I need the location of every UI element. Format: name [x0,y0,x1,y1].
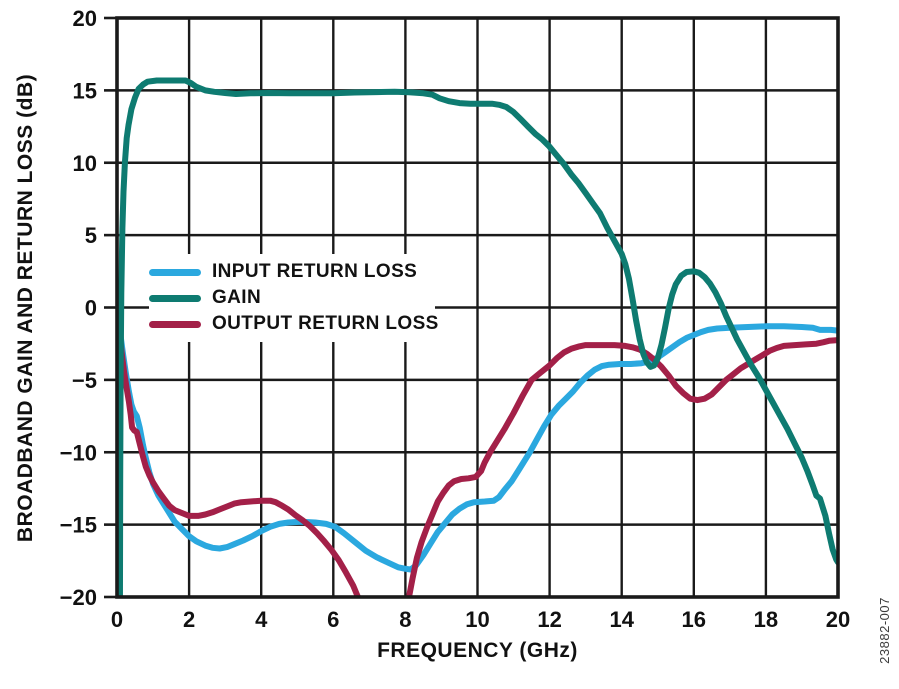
series-input-return-loss [117,304,838,573]
legend-item-input-return-loss: INPUT RETURN LOSS [149,261,435,283]
y-tick-label: 10 [73,151,97,176]
x-axis-title: FREQUENCY (GHz) [377,639,578,662]
y-tick-label: 20 [73,6,97,31]
legend-label-output-return-loss: OUTPUT RETURN LOSS [212,313,439,334]
x-tick-label: 14 [609,607,634,632]
x-tick-label: 20 [826,607,850,632]
legend-label-gain: GAIN [212,287,262,308]
legend-swatch-output-return-loss [149,320,201,328]
legend-swatch-input-return-loss [149,268,201,276]
y-tick-label: 15 [73,78,97,103]
y-tick-label: −20 [60,585,97,610]
y-tick-label: −15 [60,513,97,538]
legend-item-output-return-loss: OUTPUT RETURN LOSS [149,313,438,335]
y-tick-label: 5 [85,223,97,248]
plot-border [115,16,840,599]
legend-item-gain: GAIN [149,287,435,309]
x-tick-label: 0 [111,607,123,632]
x-tick-label: 4 [255,607,268,632]
x-tick-label: 6 [327,607,339,632]
x-tick-label: 8 [399,607,411,632]
y-tick-label: −10 [60,440,97,465]
x-tick-label: 10 [465,607,489,632]
legend-label-input-return-loss: INPUT RETURN LOSS [212,261,418,282]
series-gain [117,77,838,597]
x-tick-label: 16 [682,607,706,632]
x-tick-label: 18 [754,607,778,632]
y-tick-label: −5 [72,368,97,393]
x-tick-label: 12 [537,607,561,632]
legend-swatch-gain [149,294,201,302]
x-tick-label: 2 [183,607,195,632]
legend: INPUT RETURN LOSS GAIN OUTPUT RETURN LOS… [149,254,438,342]
y-tick-label: 0 [85,296,97,321]
series-output-return-loss [117,304,838,597]
